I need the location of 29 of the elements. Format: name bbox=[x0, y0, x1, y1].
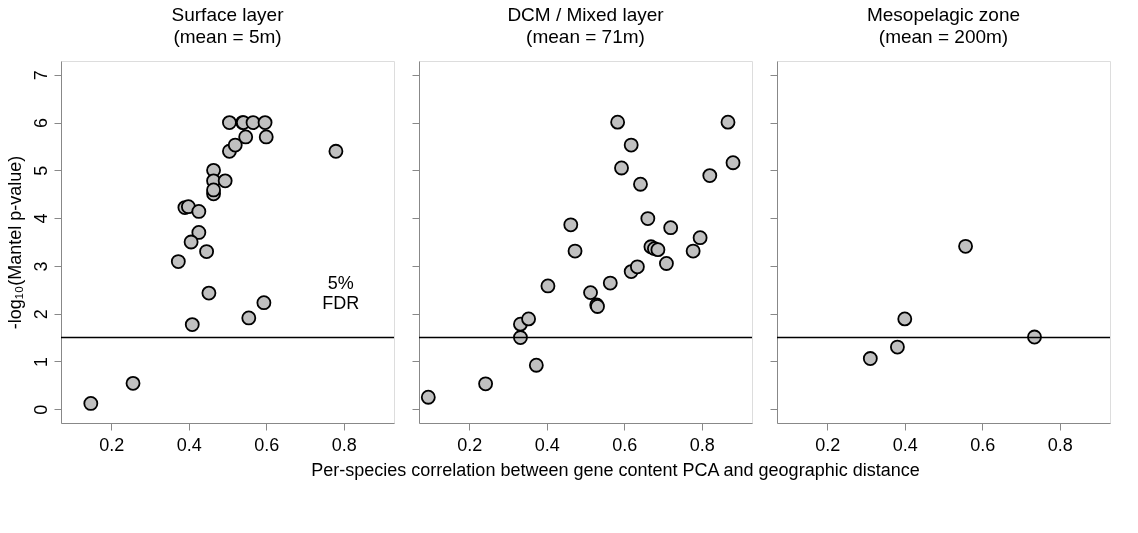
x-tick-label: 0.8 bbox=[689, 434, 715, 455]
x-axis-title: Per-species correlation between gene content PCA and geographic distance bbox=[311, 460, 920, 480]
x-tick-label: 0.6 bbox=[254, 434, 280, 455]
chart-title: Mesopelagic zone bbox=[866, 4, 1021, 25]
chart-subtitle: (mean = 5m) bbox=[173, 26, 282, 47]
y-tick-label: 0 bbox=[30, 404, 51, 415]
x-tick-label: 0.6 bbox=[612, 434, 638, 455]
x-tick-label: 0.2 bbox=[99, 434, 125, 455]
chart-title: Surface layer bbox=[171, 4, 285, 25]
x-tick-label: 0.8 bbox=[1047, 434, 1073, 455]
y-tick-label: 3 bbox=[30, 261, 51, 272]
x-tick-label: 0.6 bbox=[970, 434, 996, 455]
y-axis-title: -log₁₀(Mantel p-value) bbox=[4, 155, 25, 330]
y-tick-label: 2 bbox=[30, 309, 51, 320]
y-tick-label: 1 bbox=[30, 356, 51, 367]
y-tick-label: 4 bbox=[30, 213, 51, 224]
x-tick-label: 0.2 bbox=[815, 434, 841, 455]
x-tick-label: 0.4 bbox=[892, 434, 918, 455]
y-tick-label: 7 bbox=[30, 70, 51, 81]
y-tick-label: 5 bbox=[30, 165, 51, 176]
x-tick-label: 0.2 bbox=[457, 434, 483, 455]
y-tick-label: 6 bbox=[30, 118, 51, 129]
chart-title: DCM / Mixed layer bbox=[507, 4, 665, 25]
x-tick-label: 0.8 bbox=[331, 434, 357, 455]
chart-subtitle: (mean = 200m) bbox=[878, 26, 1009, 47]
x-tick-label: 0.4 bbox=[176, 434, 202, 455]
x-tick-label: 0.4 bbox=[534, 434, 560, 455]
chart-subtitle: (mean = 71m) bbox=[526, 26, 645, 47]
annotation: 5% FDR bbox=[322, 272, 360, 313]
